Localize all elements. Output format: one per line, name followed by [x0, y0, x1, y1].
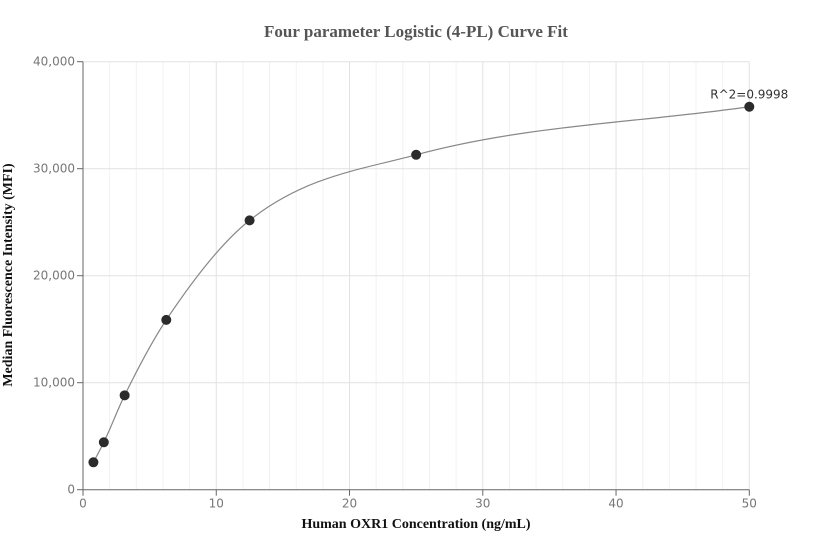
y-tick-label: 0	[67, 483, 75, 497]
y-tick-label: 40,000	[33, 55, 75, 69]
y-tick-label: 30,000	[33, 162, 75, 176]
x-tick-label: 0	[79, 497, 87, 511]
x-tick-label: 30	[475, 497, 490, 511]
data-point	[744, 101, 755, 112]
y-tick-label: 20,000	[33, 269, 75, 283]
x-axis-label: Human OXR1 Concentration (ng/mL)	[301, 517, 531, 532]
data-point	[98, 437, 109, 448]
y-tick-label: 10,000	[33, 376, 75, 390]
data-point	[119, 390, 130, 401]
data-point	[244, 215, 255, 226]
data-point	[88, 457, 99, 468]
x-tick-label: 50	[742, 497, 757, 511]
r-squared-annotation: R^2=0.9998	[710, 88, 788, 102]
fit-curve	[92, 106, 750, 463]
x-tick-label: 20	[342, 497, 357, 511]
chart-title: Four parameter Logistic (4-PL) Curve Fit	[264, 22, 568, 41]
data-point	[161, 314, 172, 325]
x-tick-label: 10	[209, 497, 224, 511]
data-point	[411, 149, 422, 160]
y-axis-label: Median Fluorescence Intensity (MFI)	[1, 163, 16, 387]
x-tick-label: 40	[608, 497, 623, 511]
